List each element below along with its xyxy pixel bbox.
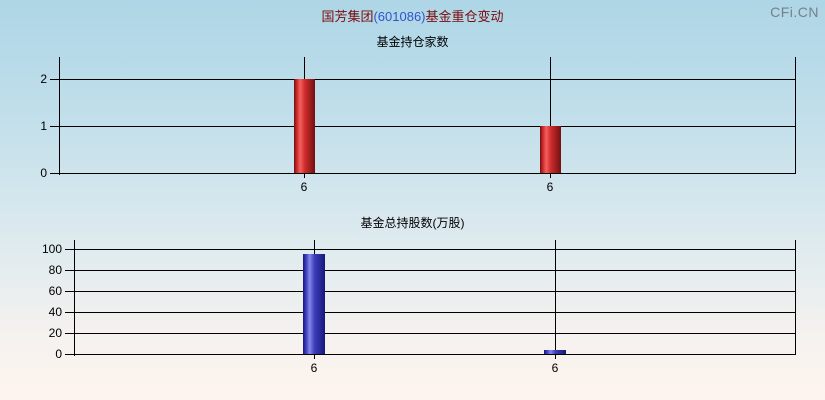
gridline-y [65, 270, 795, 271]
y-axis-tick-label: 2 [40, 72, 47, 86]
blue-bar [303, 254, 325, 354]
plot-right-border [795, 57, 796, 174]
fund-shares-chart-title: 基金总持股数(万股) [360, 216, 465, 230]
y-axis-tick-label: 0 [40, 166, 47, 180]
gridline-y [65, 249, 795, 250]
category-gridline [555, 240, 556, 359]
x-axis-tick-label: 6 [546, 180, 554, 194]
plot-right-border [795, 240, 796, 355]
gridline-y [65, 354, 795, 355]
gridline-y [50, 126, 795, 127]
y-axis-tick-label: 20 [48, 326, 62, 340]
page-title-suffix: 基金重仓变动 [425, 9, 504, 24]
red-bar [540, 126, 561, 173]
gridline-y [65, 333, 795, 334]
x-axis-tick-label: 6 [551, 361, 559, 375]
gridline-y [50, 79, 795, 80]
x-axis-tick-label: 6 [300, 180, 308, 194]
category-gridline [550, 57, 551, 178]
gridline-y [65, 291, 795, 292]
stock-name: 国芳集团 [321, 9, 374, 24]
y-axis-tick-label: 1 [40, 119, 47, 133]
page-title: 国芳集团(601086)基金重仓变动 [0, 9, 825, 24]
cfi-logo: CFi.CN [770, 4, 819, 20]
x-axis-tick-label: 6 [310, 361, 318, 375]
y-axis-tick-label: 0 [55, 347, 62, 361]
stock-code: (601086) [373, 9, 426, 24]
y-axis-tick-label: 40 [48, 305, 62, 319]
y-axis-tick-label: 60 [48, 284, 62, 298]
red-bar [294, 79, 315, 173]
blue-bar [544, 350, 566, 354]
y-axis-line [59, 57, 60, 175]
y-axis-tick-label: 100 [41, 242, 62, 256]
gridline-y [65, 312, 795, 313]
fund-holders-chart-title: 基金持仓家数 [376, 35, 449, 49]
y-axis-tick-label: 80 [48, 263, 62, 277]
gridline-y [50, 173, 795, 174]
y-axis-line [74, 240, 75, 356]
